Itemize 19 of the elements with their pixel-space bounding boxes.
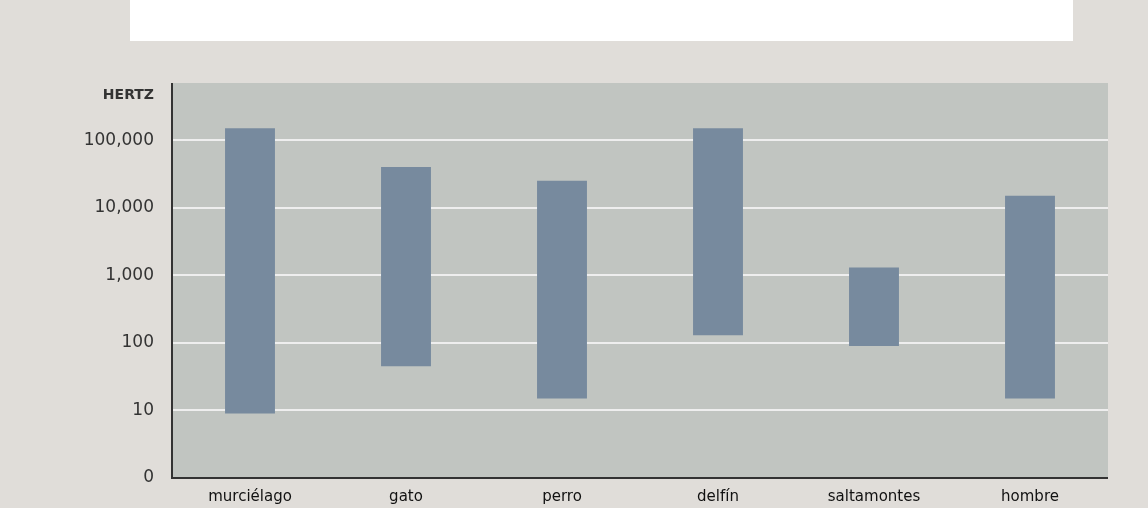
x-tick-label: perro <box>542 486 582 505</box>
y-tick-label: 0 <box>143 466 154 487</box>
x-tick-label: murciélago <box>208 486 292 505</box>
y-tick-label: 1,000 <box>105 263 154 284</box>
y-tick-label: 10,000 <box>94 196 154 217</box>
x-tick-label: gato <box>389 486 423 505</box>
bar <box>225 128 275 414</box>
bar <box>693 128 743 336</box>
y-axis-title: HERTZ <box>102 85 154 102</box>
bar <box>381 167 431 367</box>
bar <box>537 180 587 399</box>
bar <box>849 267 899 346</box>
x-tick-label: saltamontes <box>827 486 921 505</box>
x-tick-label: hombre <box>1001 486 1059 505</box>
x-tick-label: delfín <box>697 486 739 505</box>
y-tick-label: 10 <box>132 398 154 419</box>
y-tick-label: 100,000 <box>83 128 154 149</box>
bar <box>1005 195 1055 399</box>
y-tick-label: 100 <box>121 331 154 352</box>
